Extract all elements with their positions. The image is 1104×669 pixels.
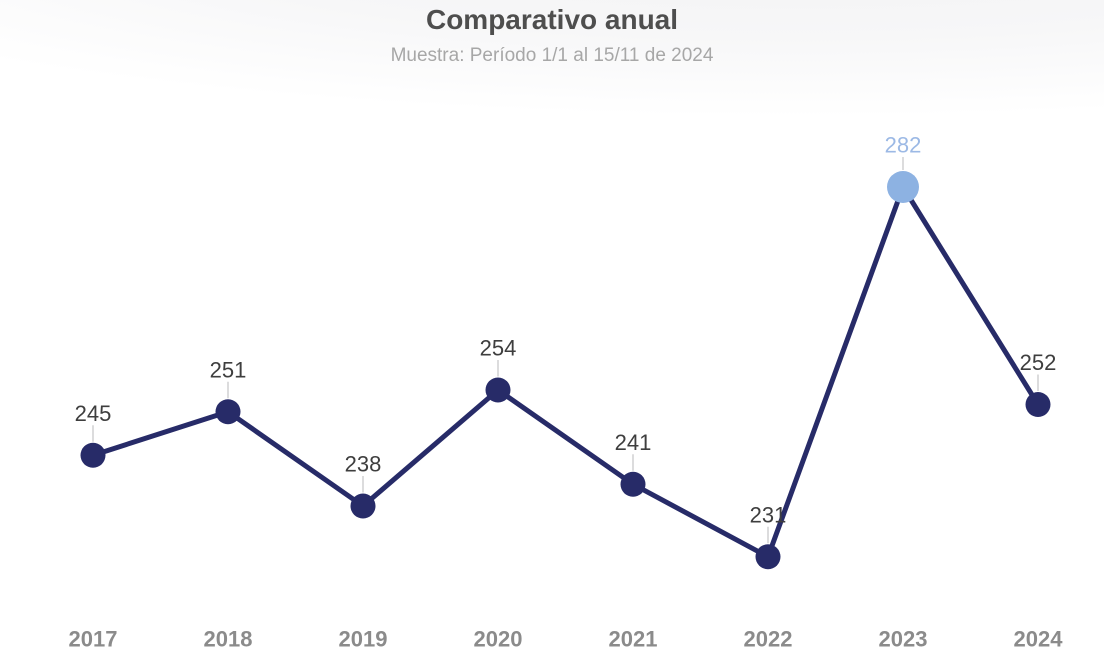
data-point[interactable] — [485, 377, 511, 403]
x-axis-label-2019: 2019 — [339, 627, 388, 652]
x-axis-label-2023: 2023 — [879, 627, 928, 652]
data-point[interactable] — [215, 399, 241, 425]
chart-header: Comparativo anual Muestra: Período 1/1 a… — [0, 4, 1104, 67]
x-axis-label-2017: 2017 — [69, 627, 118, 652]
data-point-label: 241 — [615, 430, 652, 455]
chart-subtitle: Muestra: Período 1/1 al 15/11 de 2024 — [390, 45, 714, 66]
data-point-label: 252 — [1020, 350, 1057, 375]
data-point-label: 245 — [75, 401, 112, 426]
x-axis-label-2021: 2021 — [609, 627, 658, 652]
x-axis-label-2022: 2022 — [744, 627, 793, 652]
data-point-label: 282 — [885, 133, 922, 158]
data-point[interactable] — [350, 493, 376, 519]
data-point[interactable] — [620, 471, 646, 497]
data-point-label: 231 — [750, 502, 787, 527]
chart-title: Comparativo anual — [425, 4, 679, 35]
x-axis-label-2020: 2020 — [474, 627, 523, 652]
data-point[interactable] — [80, 442, 106, 468]
data-point-label: 254 — [480, 336, 517, 361]
data-point[interactable] — [1025, 392, 1051, 417]
data-point-label: 251 — [210, 357, 247, 382]
data-point-highlighted[interactable] — [887, 171, 919, 203]
line-series — [90, 184, 1041, 560]
x-axis-label-2018: 2018 — [204, 627, 253, 652]
data-point-label: 238 — [345, 452, 382, 477]
x-axis-label-2024: 2024 — [1014, 627, 1064, 652]
data-point[interactable] — [755, 544, 781, 570]
